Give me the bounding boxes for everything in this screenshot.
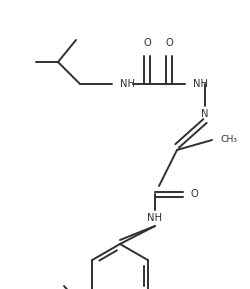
Text: O: O	[142, 38, 150, 48]
Text: O: O	[190, 189, 198, 199]
Text: CH₃: CH₃	[220, 136, 237, 144]
Text: NH: NH	[192, 79, 207, 89]
Text: N: N	[200, 109, 208, 119]
Text: NH: NH	[120, 79, 134, 89]
Text: O: O	[164, 38, 172, 48]
Text: NH: NH	[147, 213, 162, 223]
